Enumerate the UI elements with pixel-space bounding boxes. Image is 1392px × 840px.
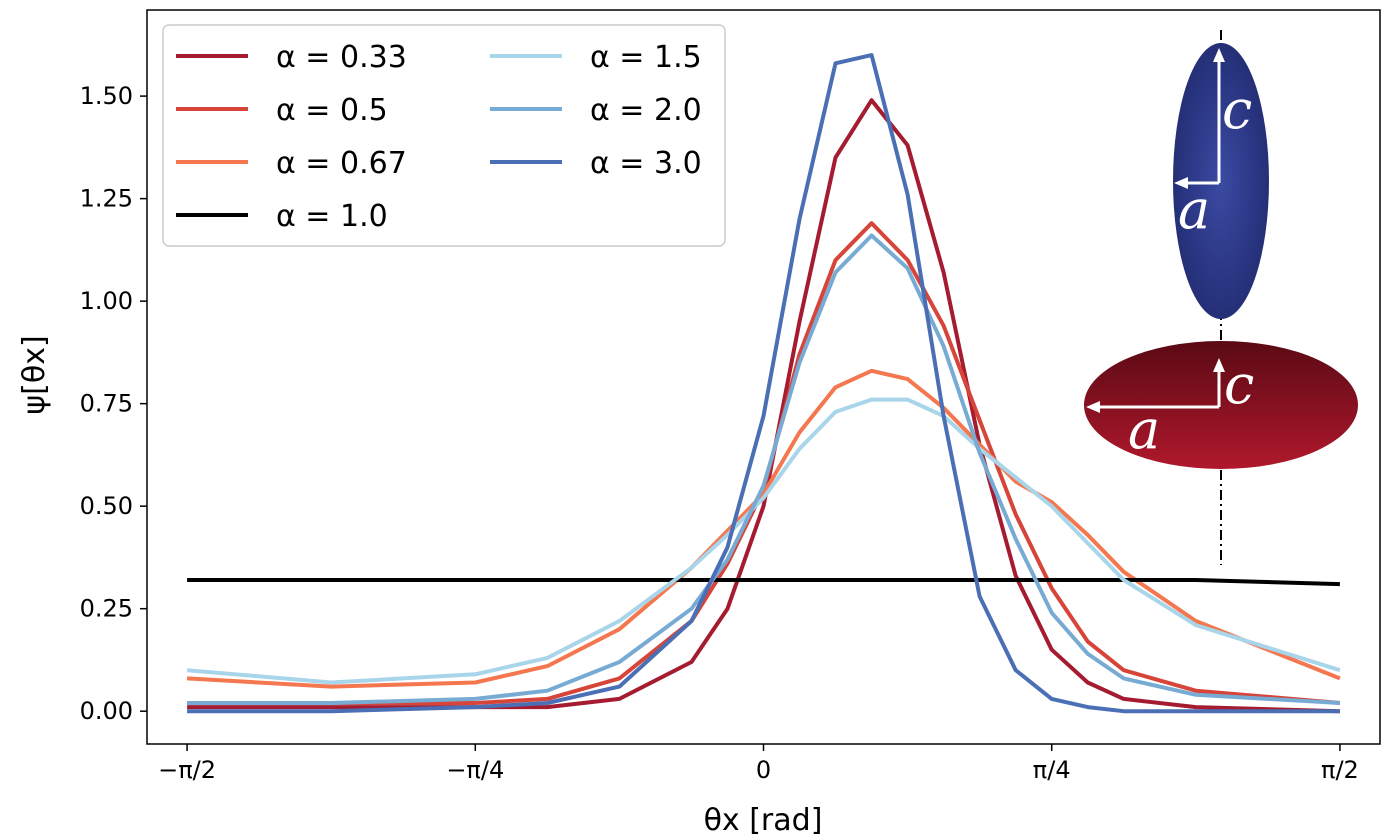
series-line-2	[186, 368, 1341, 689]
prolate-a-label: a	[1178, 178, 1210, 241]
y-axis-label: ψ[θx]	[17, 335, 52, 414]
x-tick-label: π/4	[1033, 756, 1071, 784]
x-axis-label: θx [rad]	[704, 803, 823, 838]
y-tick-label: 1.00	[80, 287, 133, 315]
legend-label-1-5: α = 1.5	[590, 40, 702, 75]
oblate-a-label: a	[1128, 398, 1160, 461]
oblate-c-arrowhead	[1213, 358, 1225, 372]
series-line-6	[187, 53, 1340, 714]
oblate-c-label: c	[1224, 353, 1254, 416]
ellipsoid-inset: c a c a	[1084, 30, 1358, 565]
y-tick-label: 1.50	[80, 82, 133, 110]
legend: α = 0.33 α = 0.5 α = 0.67 α = 1.0 α = 1.5 α =…	[162, 24, 726, 247]
x-tick-label: 0	[756, 756, 771, 784]
axis-ticks: −π/2 −π/4 0 π/4 π/2 0.00 0.25 0.50 0.75 1.00 1.25 1…	[80, 82, 1359, 784]
legend-label-2-0: α = 2.0	[590, 93, 702, 128]
series-line-5	[187, 233, 1341, 705]
prolate-a-arrowhead	[1174, 177, 1188, 189]
oblate-ellipsoid	[1084, 341, 1358, 469]
prolate-c-arrowhead	[1213, 48, 1225, 62]
legend-label-3-0: α = 3.0	[590, 146, 702, 181]
y-tick-label: 1.25	[80, 185, 133, 213]
legend-label-0-67: α = 0.67	[276, 146, 407, 181]
x-tick-label: −π/2	[158, 756, 216, 784]
series-line-3	[187, 578, 1340, 587]
y-tick-label: 0.00	[80, 697, 133, 725]
y-tick-label: 0.25	[80, 595, 133, 623]
x-tick-label: π/2	[1321, 756, 1359, 784]
series-line-0	[187, 98, 1340, 714]
y-tick-label: 0.75	[80, 390, 133, 418]
y-tick-label: 0.50	[80, 492, 133, 520]
legend-label-0-33: α = 0.33	[276, 40, 407, 75]
prolate-c-label: c	[1222, 78, 1252, 141]
series-layer	[186, 53, 1341, 714]
legend-label-0-5: α = 0.5	[276, 93, 388, 128]
oblate-a-arrowhead	[1086, 401, 1100, 413]
series-line-1	[187, 221, 1341, 705]
legend-label-1-0: α = 1.0	[276, 199, 388, 234]
series-line-4	[186, 397, 1341, 685]
prolate-ellipsoid	[1173, 43, 1269, 319]
x-tick-label: −π/4	[446, 756, 504, 784]
legend-box	[162, 24, 726, 247]
